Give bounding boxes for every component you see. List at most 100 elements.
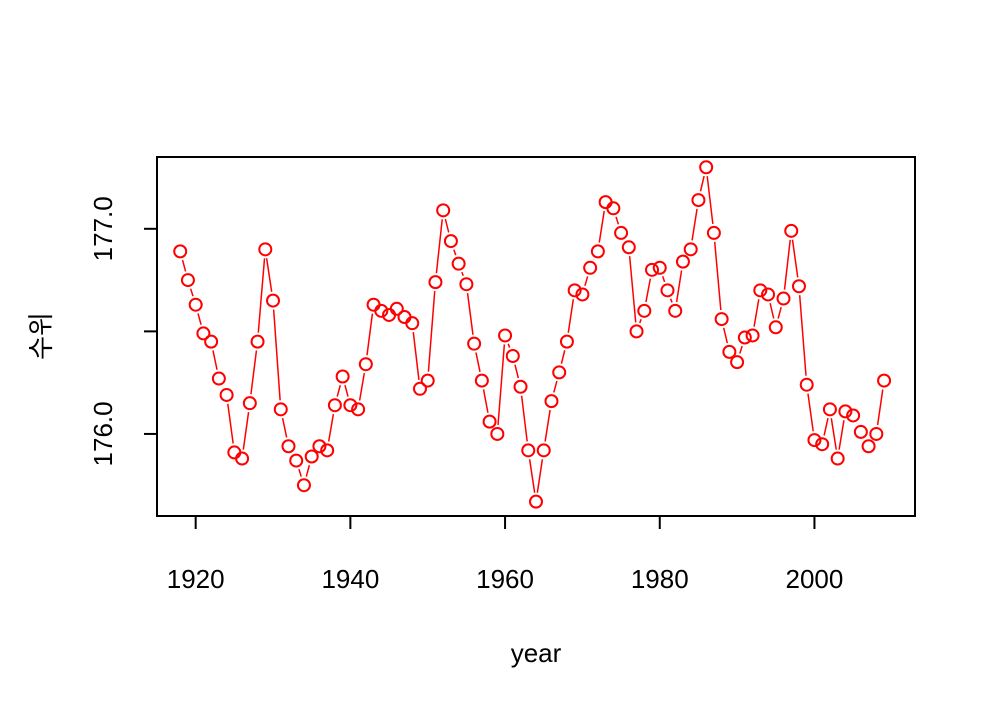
x-tick-label: 1940 (321, 564, 379, 594)
series-line-segment (242, 411, 250, 450)
data-point (242, 396, 257, 411)
series-line-segment (435, 219, 443, 274)
series-line-segment (305, 465, 311, 477)
series-line-segment (699, 175, 705, 192)
x-tick-label: 1980 (631, 564, 689, 594)
data-point (714, 312, 729, 327)
data-point (505, 348, 520, 363)
data-point (838, 404, 853, 419)
series-line-segment (675, 270, 683, 303)
data-point (668, 303, 683, 318)
series-line-segment (358, 372, 366, 401)
data-point (529, 494, 543, 509)
series-line-segment (536, 459, 544, 493)
series-line-segment (722, 327, 729, 344)
y-tick-label: 176.0 (88, 401, 118, 466)
data-point (389, 301, 404, 316)
data-point (320, 443, 335, 458)
data-point (606, 201, 621, 216)
data-point (575, 287, 590, 302)
data-point (877, 373, 892, 388)
data-point (730, 355, 745, 370)
series-line-segment (739, 345, 743, 354)
data-point (327, 398, 342, 413)
data-point (397, 310, 412, 325)
y-axis-title: 수위 (26, 312, 56, 360)
data-point (621, 240, 636, 255)
data-point (815, 437, 830, 452)
series-line-segment (444, 218, 450, 233)
data-point (211, 371, 226, 386)
data-point (289, 453, 304, 468)
series-layer (173, 160, 892, 509)
series-line-segment (830, 418, 837, 450)
series-line-segment (272, 309, 281, 401)
series-line-segment (497, 344, 506, 426)
data-point (583, 260, 598, 275)
series-line-segment (181, 259, 187, 272)
series-line-segment (691, 208, 698, 241)
data-point (467, 336, 482, 351)
series-line-segment (628, 256, 637, 323)
data-point (614, 225, 629, 240)
data-point (691, 193, 706, 208)
data-point (420, 373, 435, 388)
series-line-segment (769, 303, 775, 319)
data-point (590, 244, 605, 259)
series-line-segment (366, 313, 374, 356)
x-axis-title: year (511, 638, 562, 668)
series-line-segment (250, 350, 258, 395)
series-line-segment (257, 258, 266, 333)
data-point (335, 369, 350, 384)
series-line-segment (544, 409, 551, 442)
data-point (180, 273, 195, 288)
data-point (869, 426, 884, 441)
series-line-segment (227, 403, 234, 444)
data-point (544, 394, 559, 409)
series-line-segment (639, 319, 642, 324)
series-line-segment (466, 293, 474, 335)
series-line-segment (298, 468, 302, 477)
data-point (660, 283, 675, 298)
data-point (567, 283, 582, 298)
series-line-segment (645, 278, 652, 303)
series-line-segment (823, 417, 829, 436)
plot-frame (156, 156, 916, 517)
data-point (304, 449, 319, 464)
series-line-segment (753, 299, 760, 327)
data-point (652, 260, 667, 275)
series-line-segment (475, 352, 481, 372)
data-point (737, 330, 752, 345)
data-point (536, 443, 551, 458)
data-point (706, 225, 721, 240)
data-point (173, 244, 188, 259)
series-line-segment (197, 313, 202, 325)
data-point (443, 234, 458, 249)
series-line-segment (427, 291, 436, 372)
data-point (405, 316, 420, 331)
series-line-segment (336, 384, 342, 397)
data-point (428, 275, 443, 290)
data-point (219, 387, 234, 402)
data-point (699, 160, 714, 175)
series-line-segment (807, 393, 814, 432)
series-line-segment (661, 276, 666, 283)
data-point (645, 262, 660, 277)
data-point (436, 203, 451, 218)
data-point (675, 254, 690, 269)
series-line-segment (713, 241, 722, 311)
data-point (412, 381, 427, 396)
series-line-segment (453, 249, 457, 256)
data-point (296, 478, 311, 493)
series-line-segment (281, 417, 288, 438)
series-line-segment (514, 364, 520, 379)
series-line-segment (838, 420, 845, 450)
data-point (521, 443, 536, 458)
data-point (250, 334, 265, 349)
series-line-segment (189, 288, 194, 297)
y-axis: 176.0 177.0 (88, 196, 158, 466)
data-point (791, 279, 806, 294)
data-point (761, 287, 776, 302)
data-point (784, 223, 799, 238)
